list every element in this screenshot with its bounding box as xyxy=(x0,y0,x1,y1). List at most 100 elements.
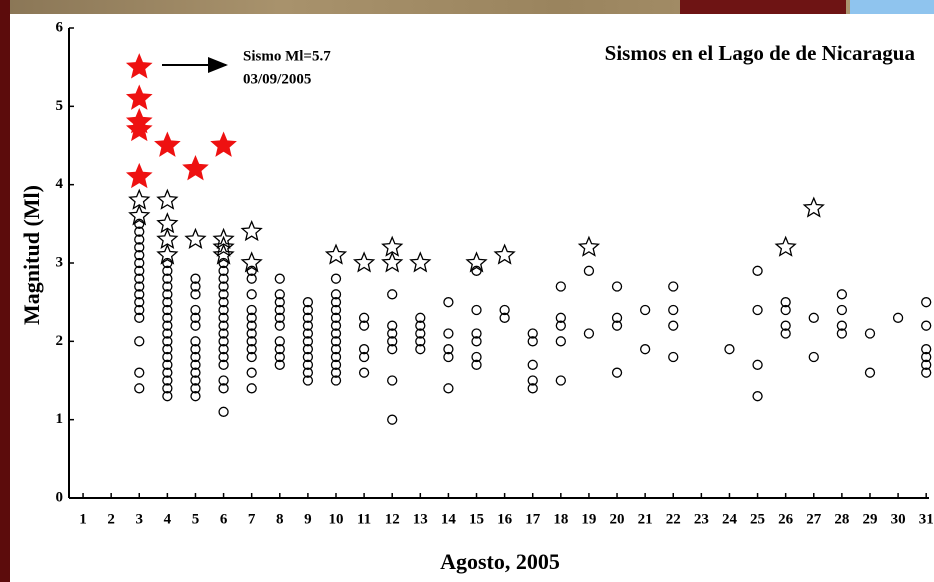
point xyxy=(330,367,342,378)
x-tick-label: 8 xyxy=(276,511,284,527)
point xyxy=(274,351,285,363)
point xyxy=(387,336,398,347)
point xyxy=(162,344,173,355)
point xyxy=(190,336,201,347)
point xyxy=(302,297,314,308)
point xyxy=(162,289,173,300)
point xyxy=(668,351,679,363)
star-point xyxy=(212,235,235,257)
point xyxy=(274,289,285,300)
point xyxy=(162,328,173,339)
point xyxy=(780,320,791,331)
point xyxy=(218,406,229,417)
x-tick-label: 9 xyxy=(304,511,312,527)
star-point xyxy=(125,115,153,142)
point xyxy=(218,359,229,370)
point xyxy=(330,344,342,355)
star-point xyxy=(125,162,153,189)
point xyxy=(246,328,257,339)
x-tick-label: 6 xyxy=(220,511,228,527)
point xyxy=(134,257,145,269)
point xyxy=(302,367,314,378)
point xyxy=(555,375,566,386)
point xyxy=(921,320,932,331)
point xyxy=(246,312,257,323)
point xyxy=(443,297,454,308)
point xyxy=(358,344,370,355)
point xyxy=(668,304,679,316)
point xyxy=(443,344,454,355)
point xyxy=(162,312,173,323)
point xyxy=(921,359,932,370)
point xyxy=(246,351,257,363)
point xyxy=(190,344,201,355)
point xyxy=(471,351,482,363)
x-tick-label: 17 xyxy=(525,511,541,527)
point xyxy=(387,328,398,339)
point xyxy=(387,414,398,425)
point xyxy=(274,344,285,355)
x-tick-label: 31 xyxy=(919,511,934,527)
point xyxy=(190,281,201,292)
x-tick-label: 27 xyxy=(806,511,822,527)
point xyxy=(246,367,257,378)
point xyxy=(218,265,229,276)
point xyxy=(752,304,763,316)
point xyxy=(330,289,342,300)
star-point xyxy=(128,204,151,226)
point xyxy=(218,351,229,363)
point xyxy=(443,383,454,394)
point xyxy=(134,297,145,308)
point xyxy=(218,312,229,323)
point xyxy=(218,304,229,316)
point xyxy=(218,289,229,300)
point xyxy=(387,289,398,300)
point xyxy=(162,265,173,276)
point xyxy=(134,226,145,237)
y-tick-label: 1 xyxy=(56,411,64,427)
point xyxy=(162,359,173,370)
point xyxy=(780,297,791,308)
point xyxy=(836,320,848,331)
star-point xyxy=(465,251,488,273)
point xyxy=(555,281,566,292)
x-tick-label: 23 xyxy=(694,511,709,527)
x-tick-label: 2 xyxy=(107,511,115,527)
point xyxy=(555,312,566,323)
point xyxy=(387,320,398,331)
point xyxy=(162,383,173,394)
point xyxy=(921,367,932,378)
point xyxy=(246,383,257,394)
point xyxy=(864,328,876,339)
point xyxy=(330,359,342,370)
x-tick-label: 7 xyxy=(248,511,256,527)
point xyxy=(330,375,342,386)
point xyxy=(724,344,735,355)
point xyxy=(302,375,314,386)
point xyxy=(330,297,342,308)
y-tick-label: 2 xyxy=(56,333,64,349)
point xyxy=(274,297,285,308)
point xyxy=(499,304,510,316)
point xyxy=(302,359,314,370)
x-tick-label: 14 xyxy=(441,511,457,527)
x-tick-label: 24 xyxy=(722,511,738,527)
point xyxy=(358,367,370,378)
point xyxy=(274,304,285,316)
x-tick-label: 11 xyxy=(357,511,371,527)
point xyxy=(471,359,482,370)
x-tick-label: 1 xyxy=(79,511,87,527)
point xyxy=(330,273,342,284)
star-point xyxy=(577,235,601,257)
point xyxy=(387,344,398,355)
x-axis-label: Agosto, 2005 xyxy=(440,549,560,574)
point xyxy=(752,359,763,370)
star-point xyxy=(381,235,404,257)
point xyxy=(162,375,173,386)
point xyxy=(134,281,145,292)
point xyxy=(218,328,229,339)
point xyxy=(555,336,566,347)
point xyxy=(162,320,173,331)
